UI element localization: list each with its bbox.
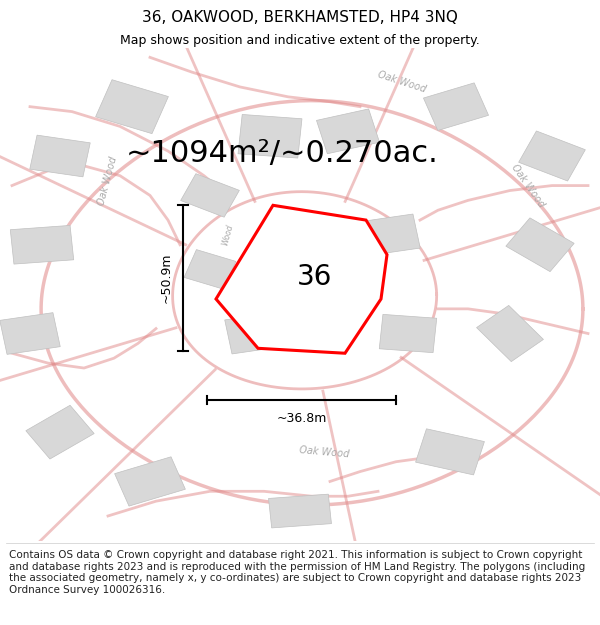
Text: ~1094m²/~0.270ac.: ~1094m²/~0.270ac. [125,139,439,168]
Bar [476,306,544,362]
Text: 36: 36 [298,262,332,291]
Text: Oak Wood: Oak Wood [377,69,427,94]
Text: Oak Wood: Oak Wood [97,155,119,206]
Bar [518,131,586,181]
Bar [316,109,380,154]
Bar [225,313,279,354]
Bar [269,494,331,528]
Text: Map shows position and indicative extent of the property.: Map shows position and indicative extent… [120,34,480,48]
Text: ~50.9m: ~50.9m [159,253,172,303]
Bar [184,249,236,289]
Bar [360,214,420,256]
Text: Oak Wood: Oak Wood [509,162,547,209]
Bar [416,429,484,475]
Text: Oak Wood: Oak Wood [299,445,349,459]
Bar [238,114,302,158]
Bar [30,135,90,177]
Text: Wood: Wood [221,223,235,246]
Polygon shape [216,205,387,353]
Text: ~36.8m: ~36.8m [277,412,326,426]
Bar [424,83,488,131]
Text: Contains OS data © Crown copyright and database right 2021. This information is : Contains OS data © Crown copyright and d… [9,550,585,595]
Bar [379,314,437,352]
Bar [506,218,574,272]
Bar [95,80,169,134]
Text: 36, OAKWOOD, BERKHAMSTED, HP4 3NQ: 36, OAKWOOD, BERKHAMSTED, HP4 3NQ [142,11,458,26]
Bar [115,457,185,506]
Bar [0,312,60,354]
Bar [181,174,239,217]
Bar [10,226,74,264]
Bar [26,405,94,459]
